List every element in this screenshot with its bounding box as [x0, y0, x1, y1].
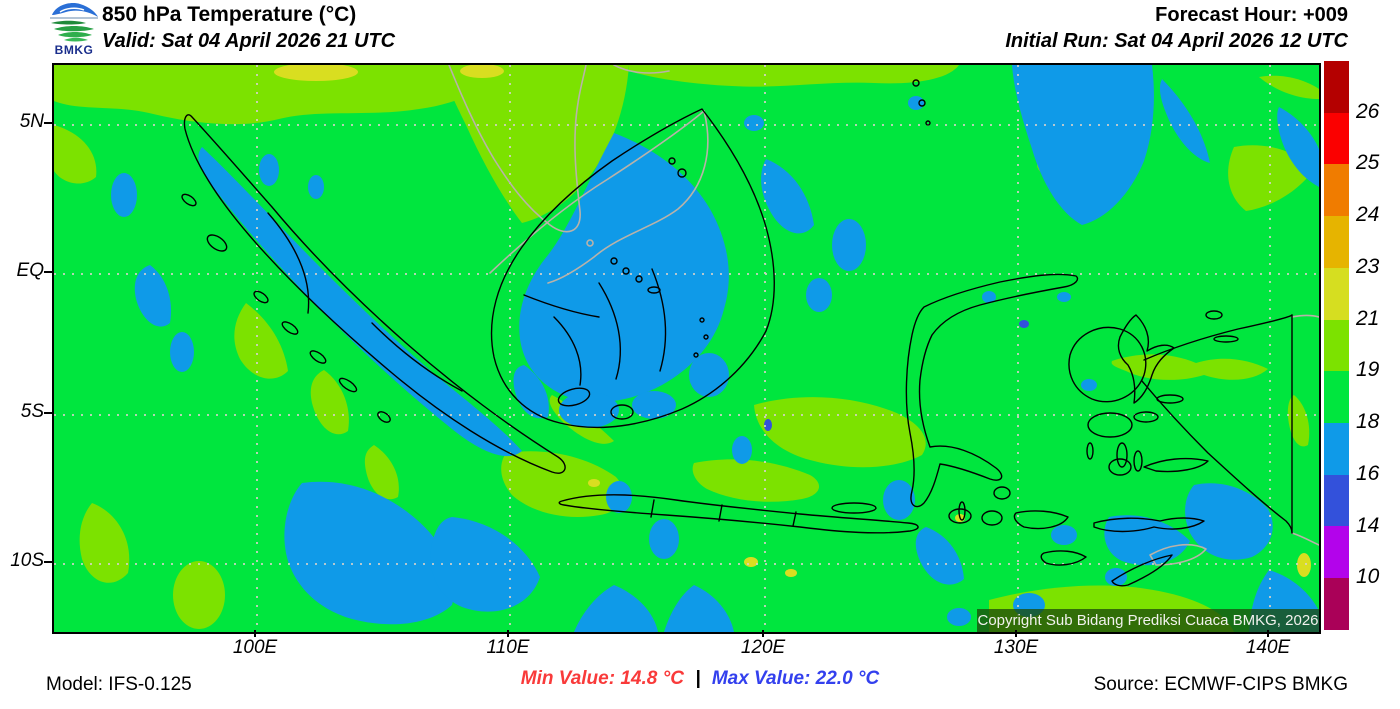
model-label: Model: IFS-0.125	[46, 674, 192, 695]
min-value: Min Value: 14.8 °C	[520, 668, 684, 689]
lon-tick-label: 100E	[232, 637, 278, 658]
color-scale-value: 10	[1356, 565, 1380, 589]
color-scale-segment	[1324, 578, 1349, 630]
lon-tick-label: 120E	[740, 637, 786, 658]
color-scale	[1324, 61, 1349, 630]
lon-tick-label: 140E	[1245, 637, 1291, 658]
copyright-overlay: Copyright Sub Bidang Prediksi Cuaca BMKG…	[977, 609, 1319, 632]
lat-tick-mark	[44, 412, 52, 414]
valid-time: Valid: Sat 04 April 2026 21 UTC	[102, 30, 396, 52]
cold-royal-dot	[1019, 320, 1029, 328]
color-scale-value: 24	[1356, 203, 1380, 227]
lon-tick-mark	[254, 630, 256, 637]
color-scale-value: 14	[1356, 513, 1380, 537]
lat-tick-label: EQ	[16, 260, 44, 281]
lat-tick-label: 5N	[19, 111, 44, 132]
color-scale-segment	[1324, 216, 1349, 268]
color-scale-segment	[1324, 526, 1349, 579]
color-scale-value: 16	[1356, 461, 1380, 485]
color-scale-segment	[1324, 164, 1349, 217]
color-scale-segment	[1324, 371, 1349, 424]
lon-tick-label: 130E	[993, 637, 1039, 658]
temperature-map: Copyright Sub Bidang Prediksi Cuaca BMKG…	[52, 63, 1321, 634]
warm-chartreuse-patches	[54, 65, 1319, 632]
minmax-separator: |	[695, 668, 701, 689]
page-title: 850 hPa Temperature (°C)	[102, 3, 357, 26]
lon-tick-mark	[1267, 630, 1269, 637]
cool-blue-patches	[111, 65, 1319, 632]
lon-tick-mark	[1015, 630, 1017, 637]
color-scale-segment	[1324, 474, 1349, 527]
map-svg	[54, 65, 1319, 632]
color-scale-segment	[1324, 423, 1349, 475]
minmax-values: Min Value: 14.8 °C | Max Value: 22.0 °C	[521, 668, 879, 690]
cold-royal-dot	[764, 419, 772, 431]
forecast-hour: Forecast Hour: +009	[1155, 4, 1348, 26]
hot-yellow-patches	[274, 65, 1311, 577]
lat-tick-mark	[44, 122, 52, 124]
lon-tick-mark	[507, 630, 509, 637]
color-scale-value: 26	[1356, 99, 1380, 123]
indonesia-coastlines	[181, 79, 1293, 587]
color-scale-value: 18	[1356, 410, 1380, 434]
graticule-gridlines	[54, 65, 1319, 632]
lat-tick-mark	[44, 561, 52, 563]
bmkg-logo-icon	[50, 3, 98, 42]
color-scale-segment	[1324, 267, 1349, 320]
color-scale-value: 21	[1356, 306, 1380, 330]
bmkg-logo-text: BMKG	[54, 43, 94, 57]
color-scale-segment	[1324, 112, 1349, 165]
lat-tick-label: 10S	[10, 550, 44, 571]
lat-tick-label: 5S	[20, 401, 44, 422]
source-label: Source: ECMWF-CIPS BMKG	[1093, 674, 1348, 695]
color-scale-segment	[1324, 61, 1349, 113]
color-scale-value: 23	[1356, 254, 1380, 278]
lon-tick-mark	[762, 630, 764, 637]
foreign-coastlines	[448, 65, 1319, 566]
color-scale-segment	[1324, 319, 1349, 372]
color-scale-value: 25	[1356, 151, 1380, 175]
bmkg-logo: BMKG	[46, 1, 102, 61]
lon-tick-label: 110E	[486, 637, 530, 658]
initial-run: Initial Run: Sat 04 April 2026 12 UTC	[1005, 30, 1348, 52]
lat-tick-mark	[44, 271, 52, 273]
max-value: Max Value: 22.0 °C	[711, 668, 880, 689]
color-scale-value: 19	[1356, 358, 1380, 382]
